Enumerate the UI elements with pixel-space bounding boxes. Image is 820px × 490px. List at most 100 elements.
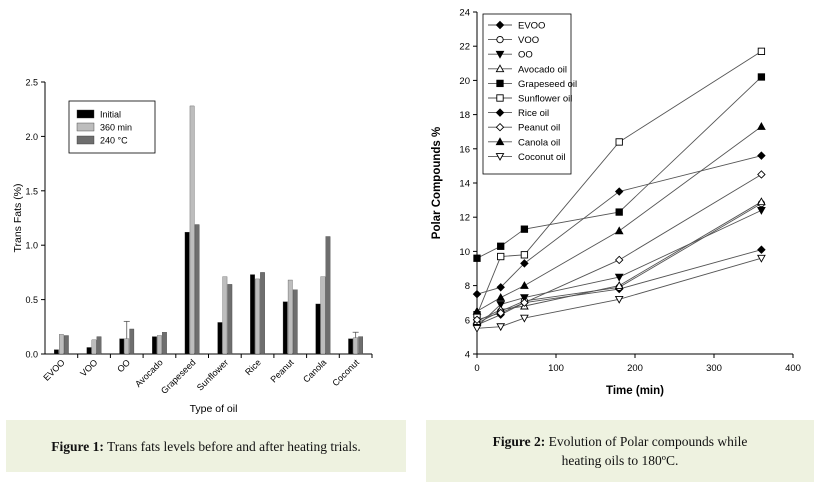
y-tick-label: 14 [459, 179, 470, 190]
legend-label: Coconut oil [518, 152, 566, 163]
y-axis-title: Polar Compounds % [431, 127, 443, 239]
x-tick-label: 100 [548, 363, 564, 374]
data-point [473, 254, 481, 262]
bar [282, 301, 288, 355]
data-point [614, 295, 624, 304]
x-tick-label: EVOO [41, 357, 66, 382]
data-point [496, 301, 506, 309]
bar [91, 339, 97, 355]
x-tick-label: VOO [78, 357, 99, 378]
legend-marker [495, 122, 505, 132]
data-point [497, 242, 505, 250]
bar [227, 284, 233, 355]
data-point [757, 122, 766, 130]
x-axis-title: Time (min) [606, 385, 664, 397]
x-axis-title: Type of oil [190, 403, 238, 415]
legend-marker [495, 153, 505, 161]
bar [157, 335, 162, 355]
legend-label: Initial [100, 110, 121, 120]
data-point [496, 293, 506, 301]
y-tick-label: 1.0 [25, 241, 38, 251]
legend-label: Grapeseed oil [518, 79, 577, 90]
x-tick-label: 400 [785, 363, 801, 374]
y-tick-label: 2.0 [25, 132, 38, 142]
data-point [520, 314, 529, 323]
x-tick-label: Coconut [330, 357, 361, 388]
figure2-caption: Figure 2: Evolution of Polar compounds w… [426, 420, 814, 482]
y-tick-label: 10 [459, 247, 470, 258]
legend-marker [496, 79, 504, 88]
x-tick-label: Rice [243, 357, 263, 377]
bar [119, 338, 125, 355]
data-point [472, 289, 482, 299]
bar [217, 322, 223, 355]
data-point [757, 245, 766, 254]
figure1-caption-label: Figure 1: [51, 438, 104, 454]
polar-compounds-line-chart: 4 6 8 10 12 14 16 18 20 22 24 0 100 200 300 400 Polar Co… [431, 8, 801, 398]
bar [152, 336, 157, 355]
figure2-caption-text-2: heating oils to 180ºC. [561, 453, 679, 468]
bar [315, 303, 321, 355]
x-tick-label: 0 [474, 363, 479, 374]
legend-marker [495, 108, 505, 117]
y-tick-label: 0.0 [25, 350, 38, 360]
y-tick-label: 24 [459, 8, 470, 19]
legend-label: EVOO [518, 21, 545, 32]
x-tick-label: Grapeseed [159, 357, 198, 396]
data-point [614, 281, 624, 289]
bar [320, 276, 326, 355]
bar [86, 347, 92, 355]
legend-marker [495, 137, 505, 146]
bar [222, 276, 228, 355]
bar [162, 332, 167, 355]
data-point [520, 298, 529, 307]
data-point [614, 255, 624, 265]
data-point [520, 294, 529, 303]
figure1-caption-text: Trans fats levels before and after heati… [103, 438, 361, 454]
x-tick-label: 300 [706, 363, 722, 374]
data-point [615, 208, 623, 216]
data-point [615, 138, 623, 146]
series-line [476, 155, 762, 295]
data-point [757, 151, 766, 160]
data-point [496, 323, 506, 332]
data-point [757, 47, 766, 55]
y-tick-label: 16 [459, 144, 470, 155]
bar [260, 272, 265, 355]
bar [189, 105, 195, 355]
bar [358, 336, 364, 355]
figure2-panel: 4 6 8 10 12 14 16 18 20 22 24 0 100 200 300 400 Polar Co… [410, 0, 820, 490]
data-point [757, 207, 766, 215]
figure1-panel: 0.0 0.5 1.0 1.5 2.0 2.5 Trans Fats (%) Type of … [6, 78, 406, 472]
x-tick-label: Sunflower [195, 357, 230, 392]
data-point [614, 226, 624, 235]
data-point [496, 308, 505, 318]
y-tick-label: 18 [459, 110, 470, 121]
y-tick-label: 4 [465, 350, 470, 361]
data-point [757, 73, 766, 81]
y-axis-title: Trans Fats (%) [12, 183, 24, 252]
bar [96, 336, 102, 355]
bar [129, 328, 135, 355]
bar [194, 224, 200, 355]
legend-swatch [76, 109, 95, 119]
y-tick-label: 8 [465, 281, 470, 292]
legend-label: Canola oil [518, 137, 560, 148]
x-tick-label: 200 [627, 363, 643, 374]
y-tick-label: 1.5 [25, 186, 38, 196]
y-tick-label: 20 [459, 76, 470, 87]
y-tick-label: 6 [465, 315, 470, 326]
data-point [520, 225, 529, 233]
data-point [496, 283, 505, 292]
trans-fats-bar-chart: 0.0 0.5 1.0 1.5 2.0 2.5 Trans Fats (%) Type of … [12, 78, 373, 415]
data-point [614, 273, 624, 282]
data-point [472, 306, 482, 315]
data-point [614, 187, 624, 196]
legend-label: Sunflower oil [518, 94, 572, 105]
x-tick-label: Avocado [133, 357, 165, 389]
legend-marker [495, 50, 505, 59]
data-point [757, 254, 766, 263]
bar [353, 337, 359, 355]
figure2-caption-label: Figure 2: [492, 434, 546, 449]
bar [292, 289, 298, 355]
